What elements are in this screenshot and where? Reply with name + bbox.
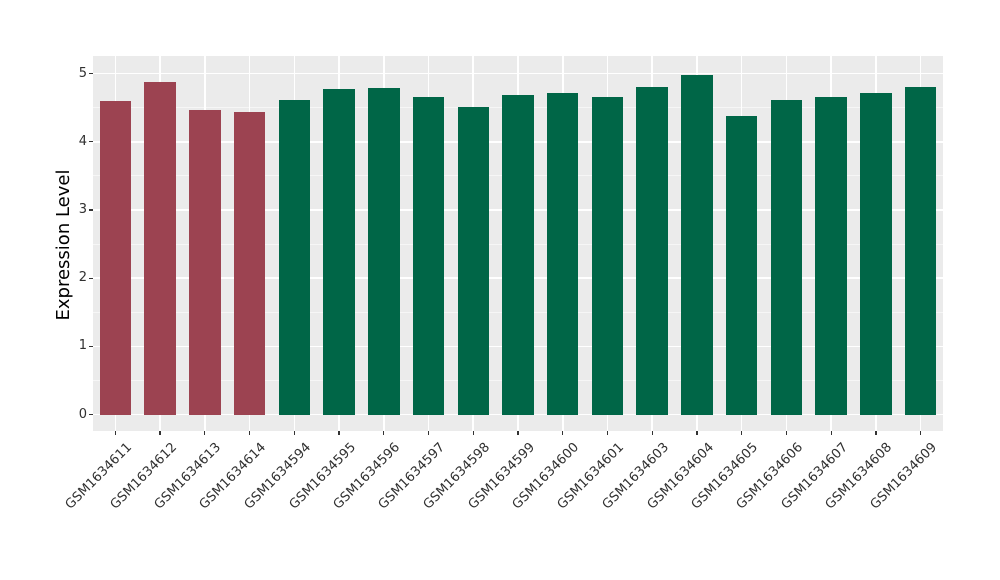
- x-tick-label: GSM1634605: [688, 440, 762, 513]
- bar: [860, 92, 892, 415]
- x-tick-label: GSM1634596: [330, 440, 404, 513]
- bar: [681, 74, 713, 415]
- bar: [636, 86, 668, 415]
- x-tick-mark: [562, 431, 564, 435]
- bar: [368, 87, 400, 415]
- x-tick-mark: [875, 431, 877, 435]
- x-tick-label: GSM1634599: [465, 440, 538, 513]
- x-tick-label: GSM1634603: [599, 440, 672, 513]
- x-tick-mark: [383, 431, 385, 435]
- bar: [412, 96, 445, 415]
- bar: [591, 96, 624, 415]
- x-tick-label: GSM1634598: [420, 440, 493, 513]
- y-tick-mark: [89, 413, 93, 416]
- x-tick-mark: [785, 431, 788, 435]
- x-tick-label: GSM1634604: [644, 440, 717, 513]
- x-tick-label: GSM1634600: [509, 440, 583, 513]
- y-tick-mark: [89, 209, 93, 211]
- bar: [189, 109, 221, 415]
- bar: [323, 89, 355, 415]
- x-tick-mark: [517, 431, 519, 435]
- x-tick-mark: [248, 431, 251, 435]
- bar: [904, 87, 937, 415]
- bar: [725, 115, 758, 415]
- bar: [546, 92, 579, 415]
- y-tick-mark: [89, 72, 93, 75]
- y-tick-label: 5: [78, 65, 87, 81]
- y-tick-label: 3: [78, 202, 87, 217]
- x-tick-label: GSM1634611: [62, 440, 135, 513]
- x-tick-mark: [427, 431, 430, 435]
- x-tick-mark: [651, 431, 653, 435]
- x-tick-mark: [338, 431, 340, 435]
- x-tick-mark: [741, 431, 743, 435]
- bar: [278, 100, 311, 415]
- bar: [502, 94, 534, 415]
- x-tick-mark: [159, 431, 161, 435]
- x-tick-mark: [293, 431, 295, 435]
- x-tick-mark: [472, 431, 474, 435]
- x-tick-mark: [114, 431, 116, 435]
- x-tick-label: GSM1634607: [778, 440, 851, 513]
- y-tick-label: 2: [78, 270, 87, 286]
- bar: [770, 100, 803, 415]
- x-tick-label: GSM1634594: [241, 440, 314, 513]
- y-tick-mark: [89, 141, 93, 143]
- x-tick-mark: [919, 431, 922, 435]
- bar: [233, 112, 266, 415]
- x-tick-label: GSM1634606: [733, 440, 807, 513]
- y-tick-mark: [89, 345, 93, 348]
- bar: [457, 107, 489, 415]
- x-tick-label: GSM1634601: [554, 440, 628, 513]
- x-tick-label: GSM1634608: [823, 440, 896, 513]
- x-tick-label: GSM1634595: [286, 440, 359, 513]
- x-tick-mark: [696, 431, 698, 435]
- x-axis-labels: GSM1634611 GSM1634612 GSM1634613 GSM1634614…: [63, 437, 943, 557]
- x-tick-label: GSM1634612: [107, 440, 180, 513]
- y-tick-label: 1: [78, 338, 87, 354]
- x-tick-mark: [830, 431, 832, 435]
- x-tick-mark: [204, 431, 206, 435]
- x-tick-label: GSM1634609: [867, 440, 941, 513]
- y-tick-label: 0: [78, 406, 87, 422]
- y-tick-label: 4: [78, 133, 87, 149]
- bar: [815, 96, 847, 415]
- bar: [99, 100, 132, 415]
- bar: [144, 82, 176, 415]
- x-tick-mark: [606, 431, 609, 435]
- y-tick-mark: [89, 277, 93, 279]
- x-tick-label: GSM1634597: [375, 440, 449, 513]
- x-tick-label: GSM1634614: [196, 440, 270, 513]
- plot-area: [93, 56, 943, 431]
- x-tick-label: GSM1634613: [152, 440, 225, 513]
